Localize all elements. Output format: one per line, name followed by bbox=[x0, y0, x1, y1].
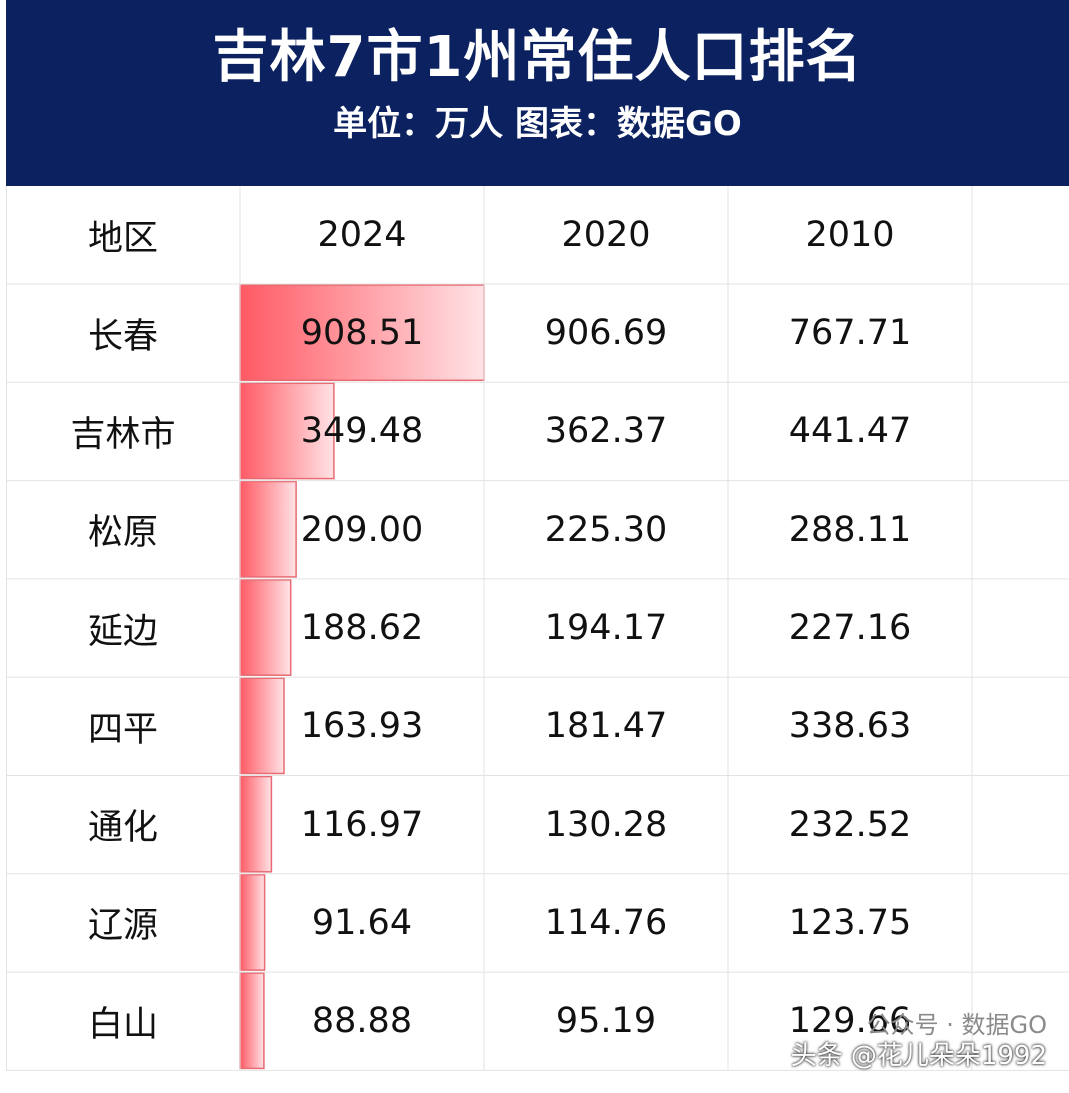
region-label: 吉林市 bbox=[70, 414, 176, 455]
chart-subtitle: 单位：万人 图表：数据GO bbox=[333, 104, 742, 144]
bar-2024 bbox=[239, 874, 266, 971]
region-label: 四平 bbox=[87, 709, 158, 750]
data-table: 地区 2024 2020 2010 长春 908.51 906.69 767.71 吉林市 349… bbox=[6, 186, 1069, 1071]
table-cell: 91.64 bbox=[311, 902, 413, 943]
column-header: 2024 bbox=[317, 215, 407, 255]
table-cell: 288.11 bbox=[788, 509, 912, 550]
region-label: 松原 bbox=[87, 513, 158, 554]
table-cell: 194.17 bbox=[544, 608, 668, 649]
table-cell: 188.62 bbox=[300, 608, 424, 649]
table-cell: 362.37 bbox=[544, 411, 668, 452]
table-cell: 130.28 bbox=[544, 804, 668, 845]
table-cell: 163.93 bbox=[300, 706, 424, 747]
column-header: 2010 bbox=[805, 215, 895, 255]
region-label: 白山 bbox=[87, 1004, 158, 1045]
region-label: 通化 bbox=[87, 808, 158, 849]
table-cell: 88.88 bbox=[311, 1001, 413, 1042]
table-cell: 227.16 bbox=[788, 608, 912, 649]
bar-2024 bbox=[239, 480, 297, 578]
table-cell: 767.71 bbox=[788, 313, 912, 354]
table-cell: 232.52 bbox=[788, 804, 912, 845]
column-header: 2020 bbox=[561, 215, 651, 255]
bar-2024 bbox=[239, 284, 485, 382]
bar-2024 bbox=[239, 579, 292, 676]
watermark-text: 公众号 · 数据GO bbox=[866, 1011, 1047, 1039]
table-cell: 95.19 bbox=[555, 1001, 657, 1042]
region-label: 辽源 bbox=[87, 906, 158, 947]
credit-text: 头条 @花儿朵朵1992 bbox=[790, 1041, 1047, 1071]
table-cell: 123.75 bbox=[788, 902, 912, 943]
table-cell: 338.63 bbox=[788, 706, 912, 747]
table-grid bbox=[6, 186, 1069, 1071]
bar-2024 bbox=[239, 677, 285, 775]
table-cell: 441.47 bbox=[788, 411, 912, 452]
table-cell: 906.69 bbox=[544, 313, 668, 354]
table-cell: 349.48 bbox=[300, 411, 424, 452]
table-cell: 114.76 bbox=[544, 902, 668, 943]
chart-title: 吉林7市1州常住人口排名 bbox=[212, 25, 863, 90]
table-cell: 181.47 bbox=[544, 706, 668, 747]
table-cell: 209.00 bbox=[300, 509, 424, 550]
table-cell: 116.97 bbox=[300, 804, 424, 845]
bar-2024 bbox=[239, 382, 335, 480]
table-cell: 129.66 bbox=[788, 1001, 912, 1042]
table-cell: 908.51 bbox=[300, 313, 424, 354]
region-label: 延边 bbox=[87, 611, 158, 652]
chart-header: 吉林7市1州常住人口排名 单位：万人 图表：数据GO bbox=[6, 0, 1069, 186]
table-cell: 225.30 bbox=[544, 509, 668, 550]
column-header: 地区 bbox=[87, 218, 158, 259]
region-label: 长春 bbox=[87, 316, 158, 357]
